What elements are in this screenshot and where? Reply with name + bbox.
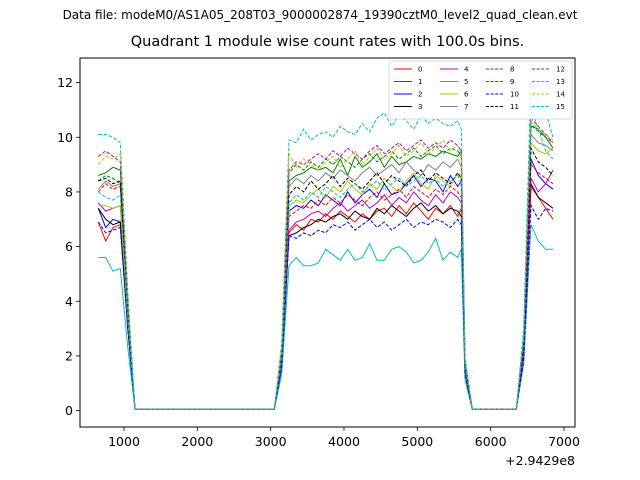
x-tick-label: 6000 xyxy=(475,434,507,449)
x-offset-label: +2.9429e8 xyxy=(505,453,575,468)
legend-label-5: 5 xyxy=(464,78,468,86)
series-line-8 xyxy=(97,163,554,410)
y-tick-label: 6 xyxy=(65,239,73,254)
series-layer xyxy=(97,79,554,410)
legend-label-7: 7 xyxy=(464,103,468,111)
series-line-9 xyxy=(98,122,554,410)
legend-label-1: 1 xyxy=(418,78,422,86)
series-line-4 xyxy=(97,169,554,410)
chart-title: Quadrant 1 module wise count rates with … xyxy=(130,34,525,50)
legend-label-0: 0 xyxy=(418,66,422,74)
series-line-5 xyxy=(98,224,553,410)
series-line-13 xyxy=(98,79,554,410)
series-line-3 xyxy=(97,181,554,410)
legend-frame xyxy=(388,60,573,120)
legend-label-2: 2 xyxy=(418,91,422,99)
legend-label-9: 9 xyxy=(510,78,514,86)
series-line-7 xyxy=(97,133,554,410)
figure-suptitle: Data file: modeM0/AS1A05_208T03_90000028… xyxy=(62,8,578,22)
x-tick-label: 2000 xyxy=(181,434,213,449)
y-tick-label: 12 xyxy=(57,75,73,90)
series-line-14 xyxy=(97,119,554,410)
series-line-15 xyxy=(98,107,554,410)
y-tick-label: 0 xyxy=(65,403,73,418)
legend-label-11: 11 xyxy=(510,103,519,111)
legend-label-6: 6 xyxy=(464,91,469,99)
y-tick-label: 4 xyxy=(65,294,73,309)
legend-label-14: 14 xyxy=(556,91,565,99)
legend-label-12: 12 xyxy=(556,66,565,74)
legend-label-3: 3 xyxy=(418,103,422,111)
y-tick-label: 2 xyxy=(65,348,73,363)
legend-label-13: 13 xyxy=(556,78,565,86)
legend-label-10: 10 xyxy=(510,91,519,99)
x-tick-label: 7000 xyxy=(548,434,580,449)
legend-label-15: 15 xyxy=(556,103,565,111)
legend-label-8: 8 xyxy=(510,66,514,74)
series-line-10 xyxy=(97,203,554,410)
y-tick-label: 10 xyxy=(57,130,73,145)
x-tick-label: 4000 xyxy=(328,434,360,449)
axes-frame xyxy=(79,57,576,428)
series-line-12 xyxy=(98,116,554,410)
x-tick-label: 3000 xyxy=(255,434,287,449)
series-line-0 xyxy=(97,184,554,410)
series-line-11 xyxy=(98,146,554,410)
series-line-6 xyxy=(98,141,554,410)
x-tick-label: 5000 xyxy=(401,434,433,449)
x-tick-label: 1000 xyxy=(108,434,140,449)
y-tick-label: 8 xyxy=(65,184,73,199)
legend-label-4: 4 xyxy=(464,66,469,74)
series-line-1 xyxy=(98,125,554,410)
